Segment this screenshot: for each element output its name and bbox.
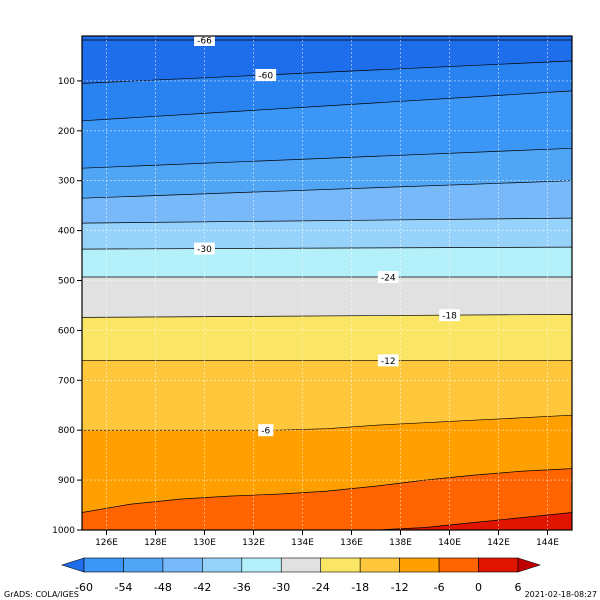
x-tick-label-132: 132E: [242, 538, 265, 548]
contour-line--48: [82, 147, 572, 169]
colorbar-box-0: [61, 557, 85, 573]
contour-label--24: -24: [381, 274, 396, 284]
y-tick-label-200: 200: [58, 127, 75, 137]
colorbar-box-9: [399, 557, 440, 573]
colorbar-label-6: -24: [312, 581, 330, 594]
colorbar-label-2: -48: [154, 581, 172, 594]
colorbar-label-0: -60: [75, 581, 93, 594]
y-tick-label-400: 400: [58, 227, 75, 237]
contour-label-layer: -66 -60 -30 -24 -18 -12 -6: [194, 33, 460, 437]
y-tick-label-900: 900: [58, 476, 75, 486]
colorbar-box-8: [359, 557, 400, 573]
contour-label--66: -66: [197, 36, 212, 46]
contour-label--60: -60: [258, 71, 273, 81]
contour-line-6: [375, 512, 572, 530]
colorbar-box-2: [123, 557, 164, 573]
band-below-0: [82, 468, 572, 530]
y-tick-label-600: 600: [58, 326, 75, 336]
x-tick-label-126: 126E: [95, 538, 118, 548]
footer-left-text: GrADS: COLA/IGES: [4, 590, 79, 599]
contour-label-bg--18: [439, 309, 460, 322]
colorbar-label-11: 6: [515, 581, 522, 594]
colorbar-label-3: -42: [193, 581, 211, 594]
x-tick-label-138: 138E: [389, 538, 412, 548]
y-tick-label-300: 300: [58, 177, 75, 187]
contour-label-bg--24: [377, 271, 399, 284]
contour-label--12: -12: [381, 357, 396, 367]
footer-right-text: 2021-02-18-08:27: [525, 590, 597, 599]
x-tick-label-140: 140E: [438, 538, 461, 548]
colorbar-label-4: -36: [233, 581, 251, 594]
contour-line--18: [82, 314, 572, 318]
colorbar-label-8: -12: [391, 581, 409, 594]
contour-label--6: -6: [261, 427, 270, 437]
contour-label-bg--66: [194, 33, 215, 46]
colorbar-label-1: -54: [114, 581, 132, 594]
x-axis: 126E 128E 130E 132E 134E 136E 138E 140E 142E 144E: [95, 530, 559, 548]
colorbar-label-5: -30: [272, 581, 290, 594]
y-tick-label-700: 700: [58, 376, 75, 386]
colorbar-label-9: -6: [434, 581, 445, 594]
y-axis: 100 200 300 400 500 600 700 800 900 1000: [52, 77, 82, 536]
colorbar-box-7: [320, 557, 361, 573]
colorbar: -60 -54 -48 -42 -36 -30 -24 -18 -12 -6 0 6: [61, 557, 541, 594]
colorbar-box-11: [478, 557, 519, 573]
contour-line--36: [82, 217, 572, 224]
x-tick-label-128: 128E: [144, 538, 167, 548]
contour-label-bg--6: [258, 424, 274, 437]
contour-label-bg--30: [194, 242, 215, 255]
contour-label-bg--60: [255, 68, 277, 81]
colorbar-label-7: -18: [351, 581, 369, 594]
y-tick-label-100: 100: [58, 77, 75, 87]
colorbar-box-12: [517, 557, 541, 573]
colorbar-label-10: 0: [475, 581, 482, 594]
contour-line-layer: [82, 39, 572, 530]
contour-label-bg--12: [377, 354, 399, 367]
band-below-6: [376, 512, 572, 530]
contour-label--18: -18: [442, 312, 457, 322]
x-tick-label-144: 144E: [536, 538, 559, 548]
x-tick-label-142: 142E: [487, 538, 510, 548]
grid-layer: [82, 36, 572, 530]
y-tick-label-500: 500: [58, 277, 75, 287]
y-tick-label-1000: 1000: [52, 526, 75, 536]
colorbar-box-1: [83, 557, 124, 573]
contour-label--30: -30: [197, 245, 212, 255]
x-tick-label-130: 130E: [193, 538, 216, 548]
colorbar-box-10: [438, 557, 479, 573]
x-tick-label-134: 134E: [291, 538, 314, 548]
contour-line-0: [82, 468, 572, 513]
y-tick-label-800: 800: [58, 426, 75, 436]
contour-line--54: [82, 90, 572, 122]
colorbar-box-6: [280, 557, 322, 573]
contour-line--60: [82, 60, 572, 84]
colorbar-box-5: [241, 557, 282, 573]
contour-line--42: [82, 180, 572, 199]
colorbar-box-3: [162, 557, 203, 573]
x-tick-label-136: 136E: [340, 538, 363, 548]
contour-line--30: [82, 246, 572, 250]
colorbar-box-4: [202, 557, 243, 573]
plot-frame: [81, 35, 573, 531]
